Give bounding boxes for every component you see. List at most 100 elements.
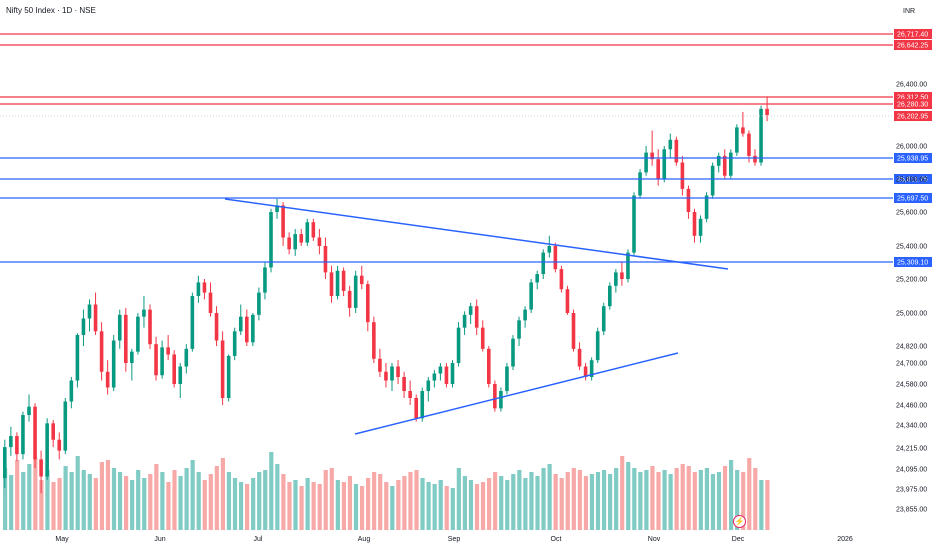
volume-bar: [124, 476, 129, 530]
y-tick-label: 24,095.00: [896, 467, 927, 474]
candle-body: [747, 133, 751, 156]
candle-body: [704, 195, 709, 219]
candle-body: [245, 316, 249, 343]
support-tag: [894, 193, 932, 203]
candle-body: [402, 377, 406, 391]
volume-bar: [541, 468, 546, 530]
volume-bar: [299, 486, 304, 530]
volume-bar: [444, 486, 449, 530]
volume-bar: [680, 464, 685, 530]
volume-bar: [553, 474, 558, 530]
candle-body: [632, 195, 636, 253]
volume-bar: [69, 472, 74, 530]
candle-body: [577, 348, 582, 367]
candle-body: [674, 139, 679, 163]
y-tick-label: 24,215.00: [896, 446, 927, 453]
candle-body: [595, 331, 600, 361]
candle-body: [601, 306, 606, 332]
candle-body: [716, 155, 721, 166]
candle-body: [644, 152, 648, 173]
flash-icon[interactable]: ⚡: [733, 515, 746, 528]
candle-body: [257, 292, 261, 315]
candle-body: [15, 436, 19, 455]
volume-bar: [499, 476, 504, 530]
candle-body: [547, 246, 552, 253]
candle-body: [456, 327, 461, 363]
y-tick-label: 25,800.00: [896, 177, 927, 184]
volume-bar: [263, 470, 268, 530]
candle-body: [160, 347, 164, 376]
candle-body: [99, 331, 104, 372]
volume-bar: [311, 482, 316, 530]
volume-bar: [75, 456, 80, 530]
candle-body: [63, 401, 68, 451]
candle-body: [9, 436, 13, 448]
candle-body: [426, 380, 431, 391]
volume-bar: [704, 468, 709, 530]
volume-bar: [81, 470, 86, 530]
candle-body: [680, 162, 685, 189]
volume-bar: [226, 472, 232, 530]
candle-body: [529, 282, 533, 310]
candle-body: [765, 108, 769, 115]
candle-body: [359, 275, 364, 285]
candle-body: [275, 205, 279, 212]
volume-bar: [293, 480, 298, 530]
support-value: 25,938.95: [897, 156, 928, 163]
candle-body: [729, 152, 733, 176]
y-tick-label: 23,975.00: [896, 487, 927, 494]
volume-bar: [178, 476, 183, 530]
volume-bar: [335, 480, 340, 530]
candle-body: [692, 212, 697, 236]
candle-body: [287, 237, 291, 250]
candle-body: [269, 212, 273, 268]
volume-bar: [468, 480, 474, 530]
time-axis: May Jun Jul Aug Sep Oct Nov Dec 2026: [55, 536, 853, 543]
candle-body: [662, 149, 667, 179]
candle-body: [462, 314, 467, 328]
candle-body: [154, 344, 158, 376]
candle-body: [474, 306, 479, 328]
volume-bar: [735, 470, 740, 530]
candle-body: [499, 391, 503, 409]
resistance-tag: [894, 99, 932, 109]
candle-body: [372, 322, 376, 359]
candle-body: [311, 222, 316, 238]
candle-body: [753, 155, 757, 163]
candle-body: [45, 423, 49, 477]
candle-body: [21, 415, 25, 455]
candle-body: [136, 316, 140, 352]
volume-bar: [154, 464, 159, 530]
volume-bar: [257, 472, 262, 530]
volume-bar: [692, 472, 697, 530]
volume-bar: [45, 470, 50, 530]
x-tick-label: Sep: [448, 536, 461, 543]
volume-bar: [366, 478, 371, 530]
volume-bar: [142, 478, 147, 530]
candle-body: [626, 252, 630, 279]
volume-bar: [662, 470, 667, 530]
candle-body: [172, 354, 176, 384]
candle-body: [480, 327, 485, 349]
y-tick-label: 25,000.00: [896, 311, 927, 318]
candle-body: [668, 139, 673, 150]
x-tick-label: Jun: [154, 536, 165, 543]
volume-bar: [644, 470, 649, 530]
volume-bar: [93, 478, 98, 530]
candle-body: [214, 313, 219, 341]
trendlines: [224, 198, 729, 435]
volume-bar: [438, 480, 443, 530]
candle-body: [335, 270, 340, 296]
volume-bar: [601, 470, 607, 530]
volume-bar: [317, 484, 322, 530]
candle-body: [353, 275, 358, 308]
support-value: 25,697.50: [897, 196, 928, 203]
candle-body: [111, 340, 116, 388]
volume-bar: [571, 468, 576, 530]
volume-bar: [626, 462, 631, 530]
y-tick-label: 25,200.00: [896, 277, 927, 284]
candle-body: [735, 127, 739, 153]
y-tick-label: 25,600.00: [896, 210, 927, 217]
volume-bar: [184, 468, 189, 530]
